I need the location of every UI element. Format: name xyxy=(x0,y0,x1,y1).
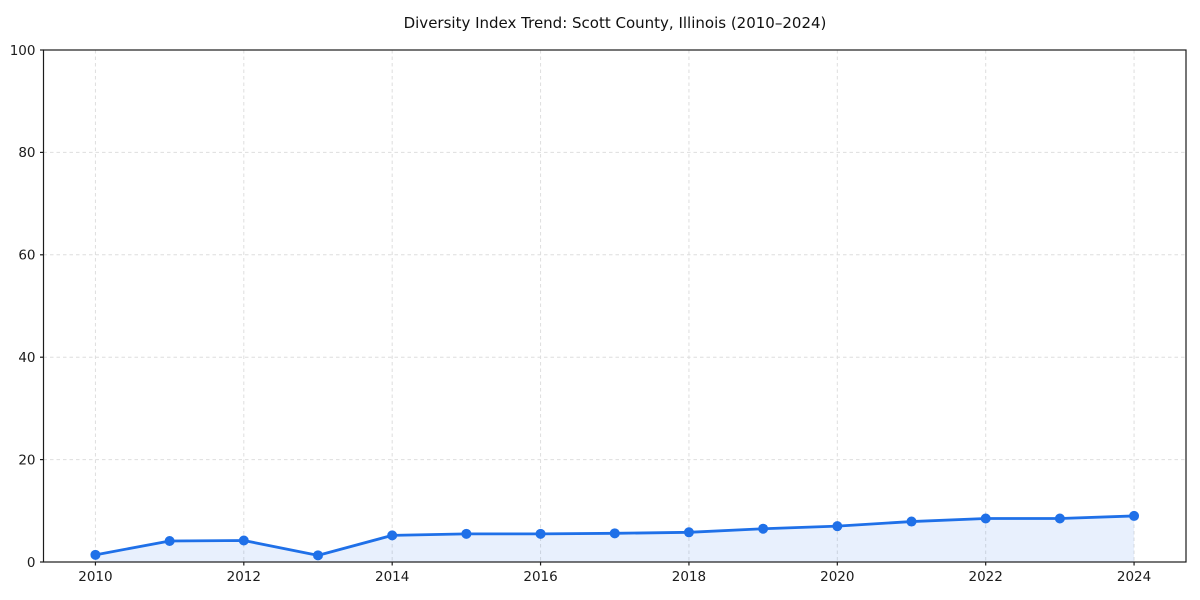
data-point-2024 xyxy=(1129,510,1140,521)
data-point-2013 xyxy=(312,550,323,561)
data-point-2023 xyxy=(1054,513,1065,524)
data-point-2022 xyxy=(980,513,991,524)
x-tick-label-2022: 2022 xyxy=(969,569,1003,585)
data-points xyxy=(90,510,1140,561)
y-tick-label-80: 80 xyxy=(18,145,35,161)
series-area xyxy=(95,515,1135,562)
data-point-2021 xyxy=(906,516,917,527)
area-fill xyxy=(95,515,1135,562)
y-tick-label-0: 0 xyxy=(27,555,36,571)
data-point-2018 xyxy=(683,527,694,538)
y-tick-label-20: 20 xyxy=(18,452,35,468)
x-tick-label-2016: 2016 xyxy=(523,569,557,585)
y-tick-label-100: 100 xyxy=(10,43,36,59)
x-tick-label-2014: 2014 xyxy=(375,569,409,585)
axis-ticks xyxy=(40,49,1135,566)
data-point-2016 xyxy=(535,528,546,539)
data-point-2015 xyxy=(461,528,472,539)
axes-frame xyxy=(42,49,1187,563)
x-tick-label-2010: 2010 xyxy=(78,569,112,585)
plot-border xyxy=(42,49,1187,563)
data-point-2014 xyxy=(387,530,398,541)
y-tick-label-60: 60 xyxy=(18,248,35,264)
data-point-2010 xyxy=(90,549,101,560)
x-tick-label-2012: 2012 xyxy=(227,569,261,585)
x-tick-label-2020: 2020 xyxy=(820,569,854,585)
x-tick-label-2018: 2018 xyxy=(672,569,706,585)
x-tick-labels: 2010 2012 2014 2016 2018 2020 2022 2024 xyxy=(78,569,1151,585)
data-point-2019 xyxy=(758,523,769,534)
x-tick-label-2024: 2024 xyxy=(1117,569,1151,585)
y-tick-label-40: 40 xyxy=(18,350,35,366)
data-point-2012 xyxy=(238,535,249,546)
gridlines xyxy=(43,49,1186,563)
data-point-2017 xyxy=(609,528,620,539)
data-point-2011 xyxy=(164,536,175,547)
y-tick-labels: 0 20 40 60 80 100 xyxy=(10,43,36,571)
data-point-2020 xyxy=(832,521,843,532)
chart-title: Diversity Index Trend: Scott County, Ill… xyxy=(404,14,827,32)
